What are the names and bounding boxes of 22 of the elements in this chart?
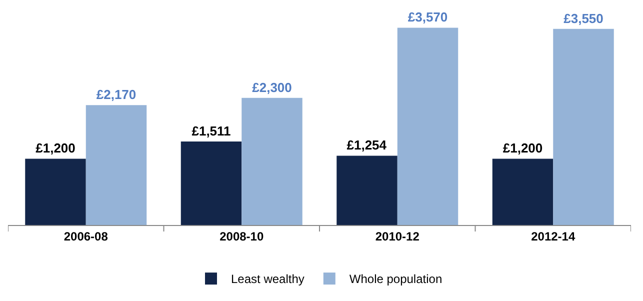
legend-label: Least wealthy — [231, 272, 304, 286]
data-label: £1,200 — [36, 140, 76, 156]
x-tick-label: 2008-10 — [220, 229, 264, 244]
data-label: £3,570 — [408, 10, 448, 25]
bar — [492, 158, 554, 225]
bar — [25, 158, 86, 225]
bar — [397, 28, 458, 225]
x-tick-label: 2010-12 — [375, 229, 420, 244]
data-label: £2,300 — [252, 80, 292, 95]
x-tick-label: 2012-14 — [531, 229, 576, 244]
data-label: £3,550 — [564, 10, 604, 26]
data-label: £1,200 — [502, 140, 543, 156]
data-label: £1,254 — [346, 138, 388, 153]
bar — [553, 28, 614, 225]
bar — [180, 142, 242, 225]
bar — [86, 105, 147, 225]
data-label: £1,511 — [192, 124, 231, 138]
data-label: £2,170 — [96, 87, 136, 102]
bar — [336, 156, 398, 225]
legend-label: Whole population — [349, 272, 442, 286]
bar — [242, 98, 302, 225]
x-tick-label: 2006-08 — [64, 229, 108, 244]
